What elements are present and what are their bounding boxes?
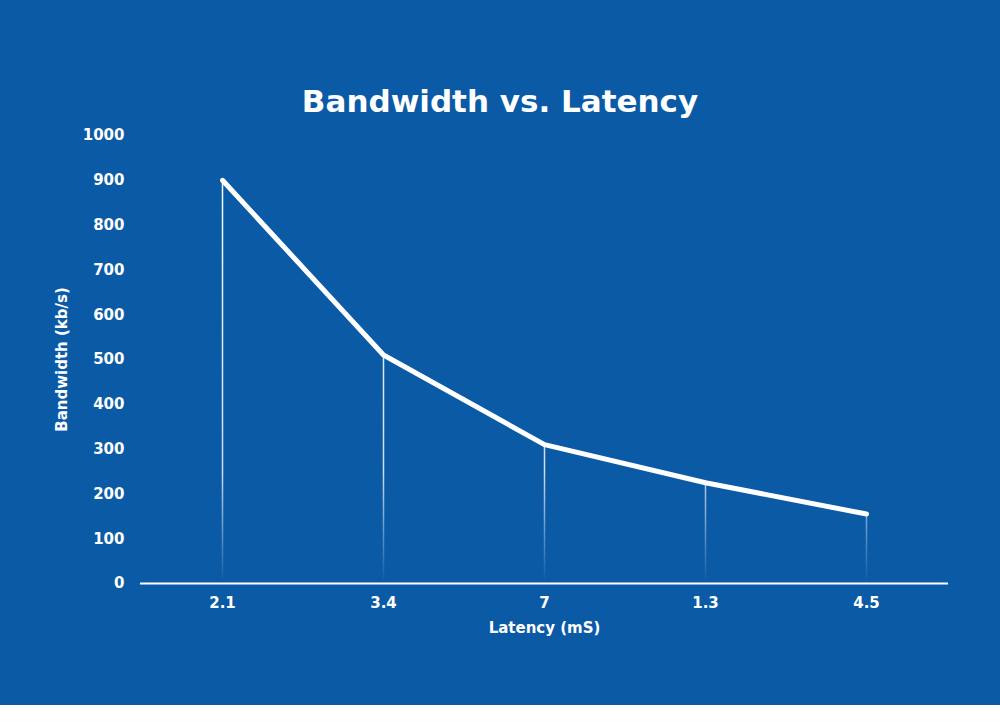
- svg-text:3.4: 3.4: [370, 594, 397, 612]
- svg-text:0: 0: [114, 574, 124, 592]
- svg-text:800: 800: [93, 216, 124, 234]
- svg-text:100: 100: [93, 530, 124, 548]
- svg-text:Bandwidth (kb/s): Bandwidth (kb/s): [53, 287, 71, 432]
- html-text:Bandwidth vs. Latency: Bandwidth vs. Latency: [301, 83, 699, 119]
- svg-text:4.5: 4.5: [853, 594, 880, 612]
- svg-text:300: 300: [93, 440, 124, 458]
- svg-text:1.3: 1.3: [692, 594, 719, 612]
- svg-text:700: 700: [93, 261, 124, 279]
- svg-text:900: 900: [93, 171, 124, 189]
- svg-text:2.1: 2.1: [209, 594, 236, 612]
- svg-text:Latency (mS): Latency (mS): [489, 619, 601, 637]
- svg-text:7: 7: [539, 594, 549, 612]
- svg-text:500: 500: [93, 350, 124, 368]
- svg-text:600: 600: [93, 306, 124, 324]
- svg-text:1000: 1000: [83, 126, 125, 144]
- svg-text:200: 200: [93, 485, 124, 503]
- svg-text:400: 400: [93, 395, 124, 413]
